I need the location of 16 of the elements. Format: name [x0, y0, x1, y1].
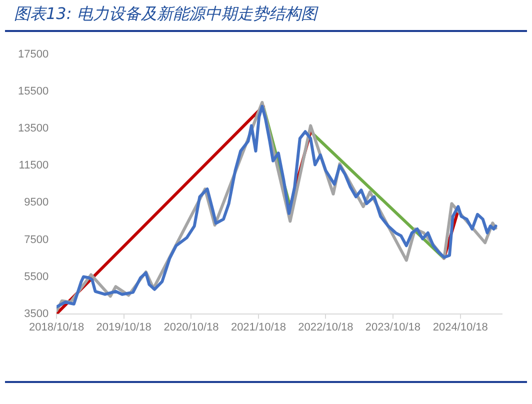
y-tick-label: 13500 — [18, 122, 49, 135]
y-tick-label: 15500 — [18, 86, 49, 98]
x-tick-label: 2020/10/18 — [164, 321, 219, 334]
x-tick-label: 2022/10/18 — [298, 321, 354, 334]
x-tick-label: 2024/10/18 — [432, 321, 488, 334]
y-tick-label: 5500 — [24, 270, 49, 283]
x-tick-label: 2023/10/18 — [365, 321, 420, 334]
y-tick-label: 17500 — [18, 48, 49, 61]
y-tick-label: 7500 — [24, 234, 49, 246]
x-tick-label: 2019/10/18 — [96, 321, 152, 334]
chart-title: 图表13: 电力设备及新能源中期走势结构图 — [14, 4, 317, 25]
y-tick-label: 11500 — [18, 160, 49, 172]
y-tick-label: 3500 — [24, 308, 49, 320]
y-tick-label: 9500 — [24, 196, 49, 209]
x-tick-label: 2021/10/18 — [230, 321, 286, 334]
x-tick-label: 2018/10/18 — [29, 321, 84, 334]
